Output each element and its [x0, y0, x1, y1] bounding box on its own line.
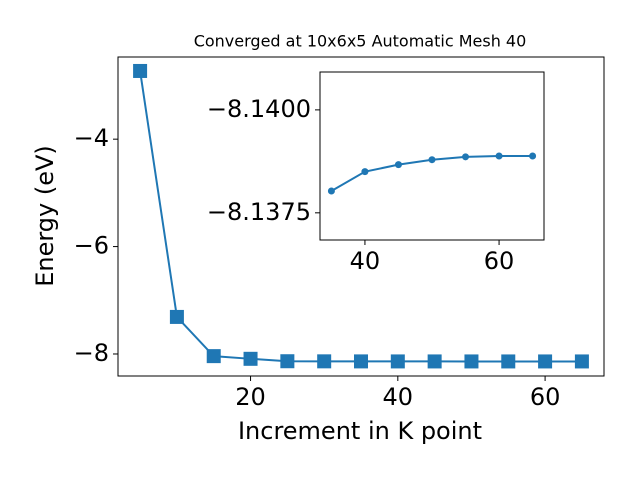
- axes-frame: [319, 71, 545, 241]
- x-tick-label: 60: [484, 247, 515, 275]
- data-marker: [574, 354, 589, 369]
- data-marker: [206, 349, 221, 364]
- y-axis-label: Energy (eV): [31, 145, 59, 287]
- y-tick-label: −4: [74, 124, 109, 152]
- data-marker: [464, 354, 479, 369]
- x-tick-label: 40: [383, 383, 414, 411]
- data-marker: [354, 354, 368, 369]
- data-marker: [529, 152, 537, 160]
- x-tick-label: 40: [350, 247, 381, 275]
- data-marker: [317, 354, 332, 369]
- y-tick-label: −6: [74, 232, 109, 260]
- data-marker: [361, 168, 369, 176]
- data-marker: [501, 354, 516, 369]
- data-marker: [538, 354, 553, 369]
- axes-frame: [117, 56, 605, 377]
- data-marker: [427, 354, 442, 369]
- data-marker: [243, 351, 258, 366]
- y-tick-label: −8: [74, 339, 109, 367]
- data-marker: [495, 152, 503, 160]
- data-marker: [390, 354, 405, 369]
- data-marker: [280, 354, 295, 369]
- x-axis-label: Increment in K point: [238, 417, 482, 445]
- chart-title: Converged at 10x6x5 Automatic Mesh 40: [194, 32, 527, 51]
- data-marker: [462, 153, 470, 161]
- y-tick-label: −8.1400: [207, 95, 311, 123]
- y-tick-label: −8.1375: [207, 198, 311, 226]
- data-marker: [169, 309, 184, 324]
- data-marker: [133, 63, 148, 78]
- data-marker: [327, 187, 335, 195]
- x-tick-label: 60: [530, 383, 561, 411]
- data-marker: [428, 156, 436, 164]
- data-marker: [394, 161, 402, 169]
- x-tick-label: 20: [235, 383, 266, 411]
